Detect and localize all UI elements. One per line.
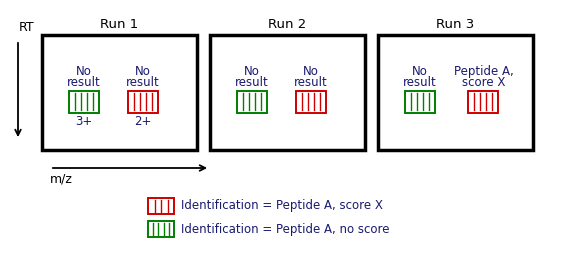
Bar [42, 35, 197, 150]
Bar [69, 91, 99, 113]
Bar [148, 221, 174, 237]
Bar [468, 91, 498, 113]
Text: No: No [76, 65, 92, 78]
Text: Run 3: Run 3 [436, 18, 475, 31]
Bar [405, 91, 435, 113]
Text: No: No [135, 65, 151, 78]
Text: m/z: m/z [50, 172, 73, 185]
Bar [128, 91, 158, 113]
Bar [210, 35, 365, 150]
Text: No: No [244, 65, 260, 78]
Text: score X: score X [462, 76, 505, 89]
Text: 3+: 3+ [75, 115, 93, 128]
Text: Identification = Peptide A, no score: Identification = Peptide A, no score [181, 222, 390, 235]
Text: result: result [67, 76, 101, 89]
Text: Run 2: Run 2 [268, 18, 306, 31]
Bar [237, 91, 267, 113]
Text: No: No [303, 65, 319, 78]
Bar [296, 91, 326, 113]
Text: No: No [412, 65, 428, 78]
Text: 2+: 2+ [134, 115, 151, 128]
Text: result: result [235, 76, 269, 89]
Text: result: result [403, 76, 437, 89]
Bar [378, 35, 533, 150]
Text: result: result [294, 76, 328, 89]
Text: Run 1: Run 1 [100, 18, 139, 31]
Text: result: result [126, 76, 160, 89]
Text: Peptide A,: Peptide A, [454, 65, 513, 78]
Bar [148, 198, 174, 214]
Text: RT: RT [19, 21, 35, 34]
Text: Identification = Peptide A, score X: Identification = Peptide A, score X [181, 200, 383, 213]
